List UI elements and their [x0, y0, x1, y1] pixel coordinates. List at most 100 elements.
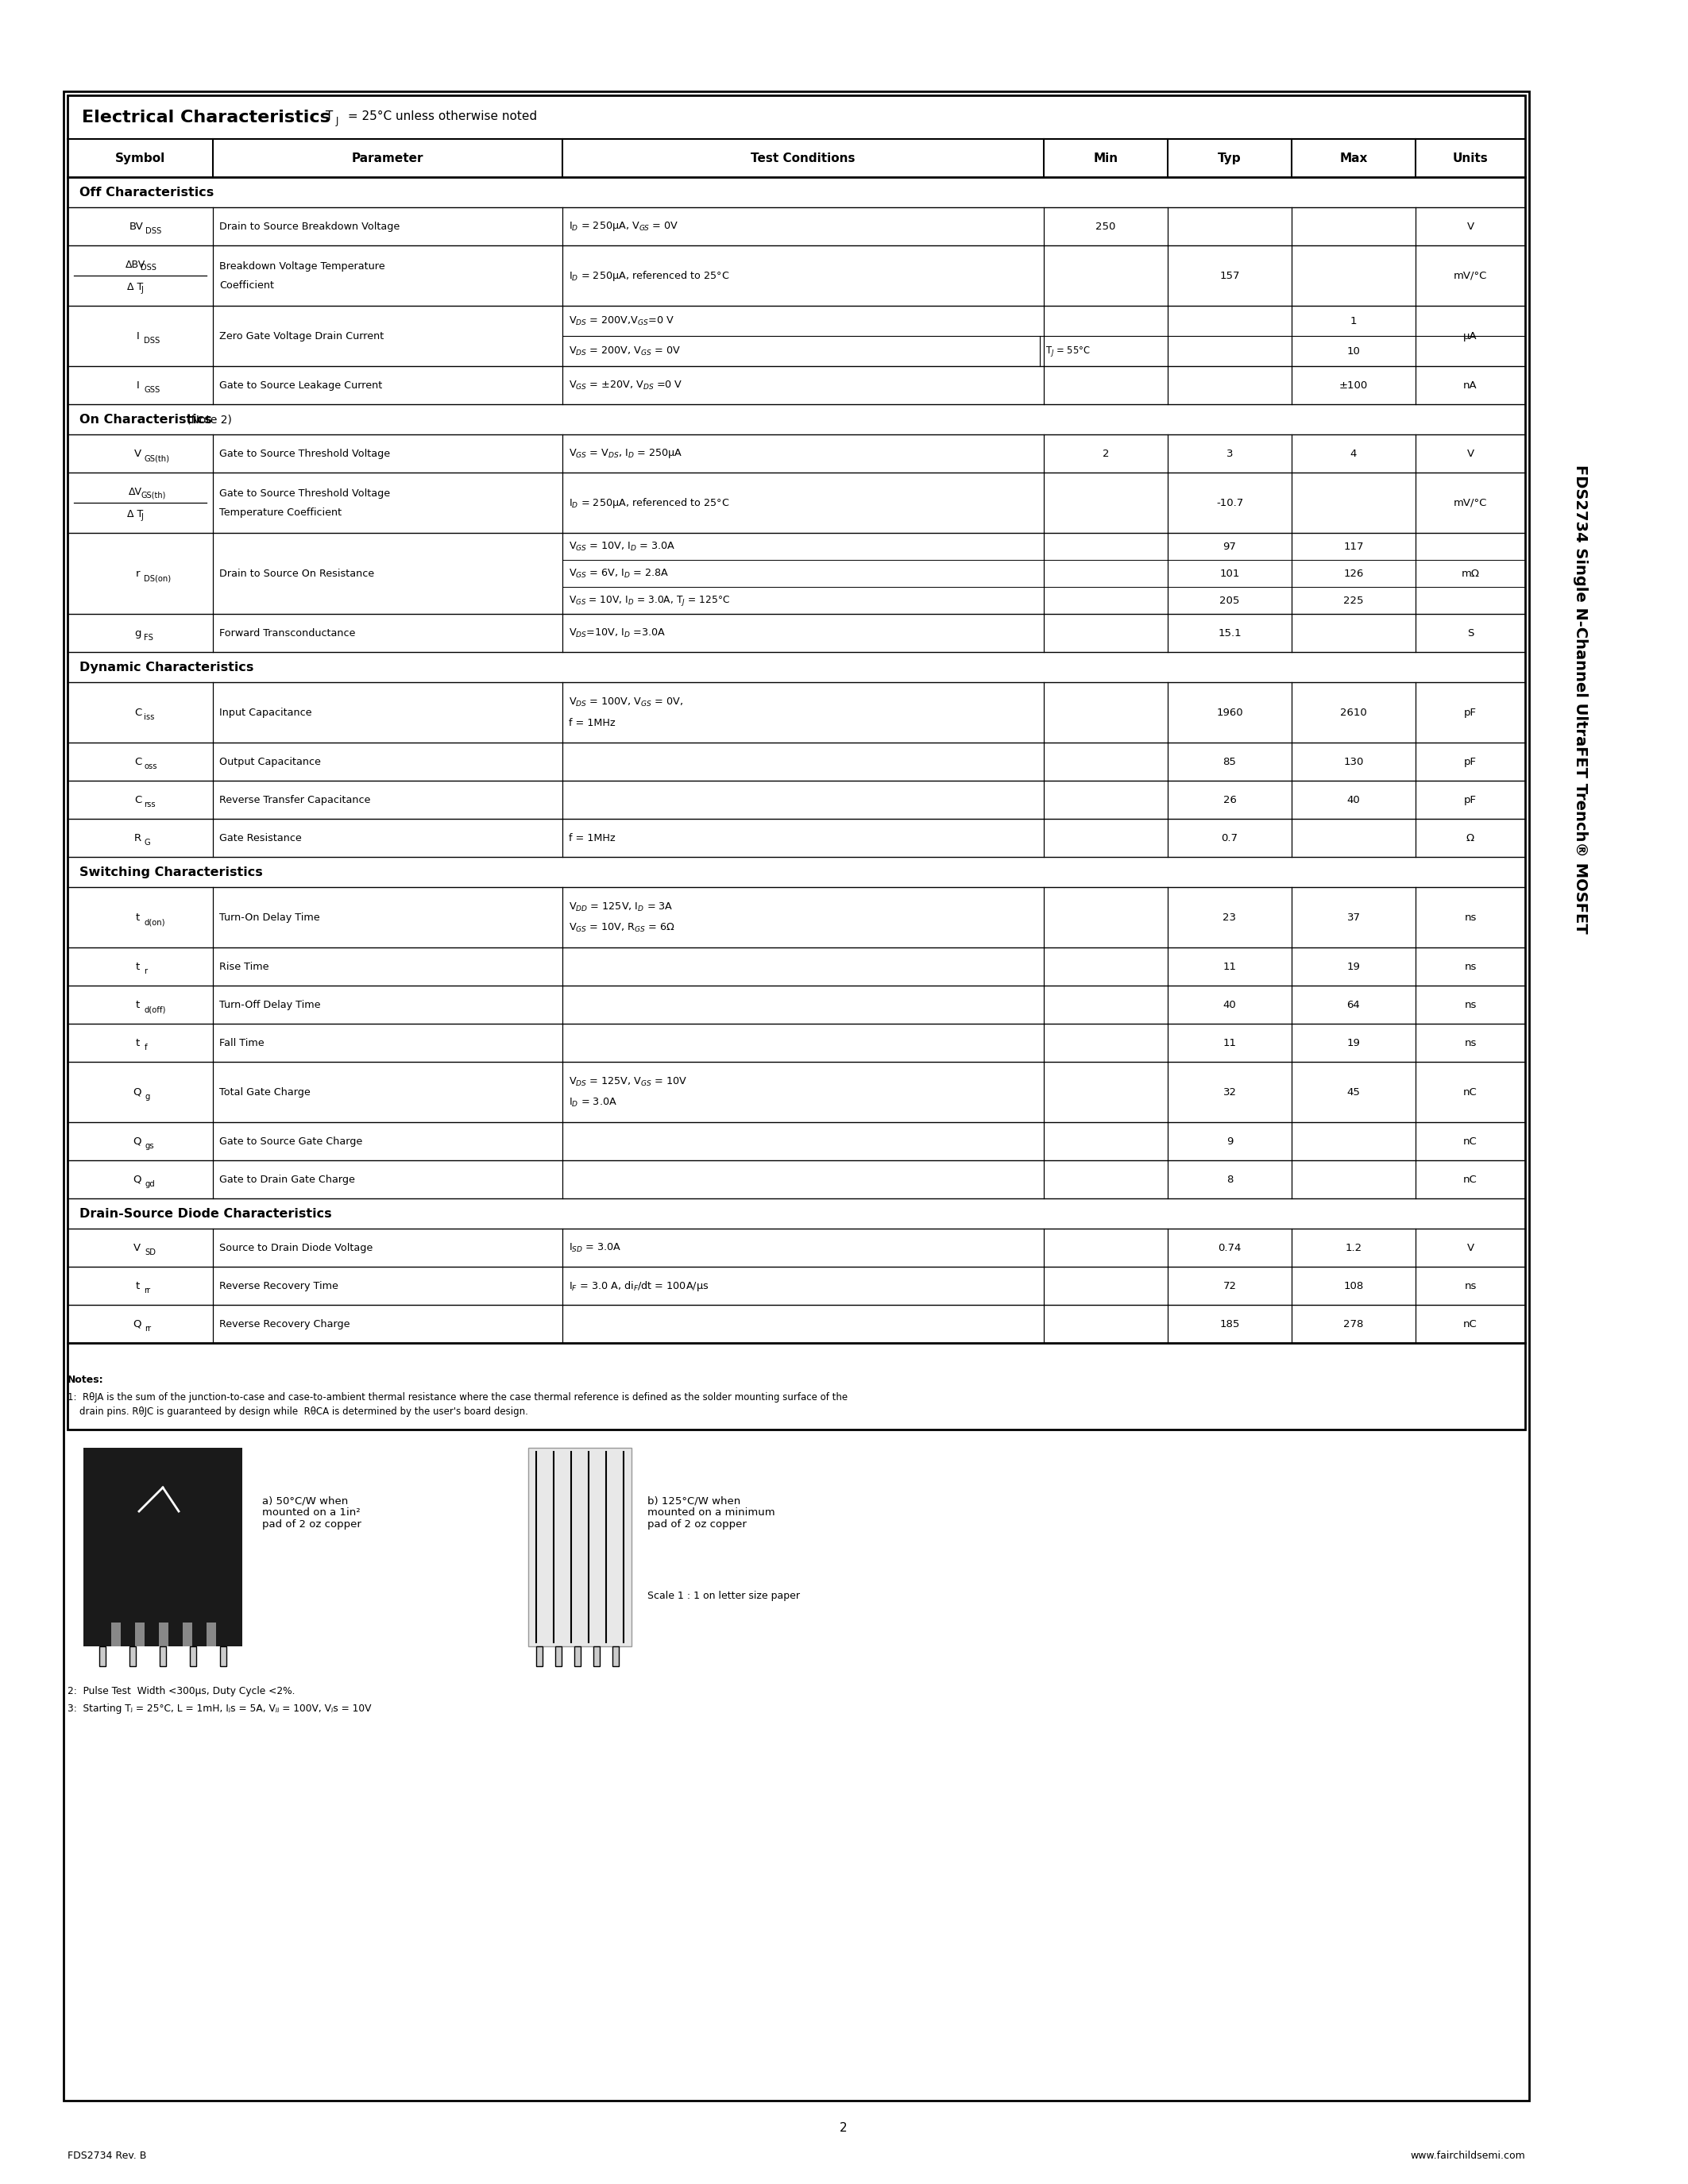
Text: G: G: [143, 839, 150, 847]
Text: Units: Units: [1453, 153, 1489, 164]
Text: rr: rr: [145, 1326, 152, 1332]
Text: R: R: [135, 832, 142, 843]
Text: Input Capacitance: Input Capacitance: [219, 708, 312, 719]
Text: Reverse Recovery Charge: Reverse Recovery Charge: [219, 1319, 349, 1330]
Text: 1: 1: [1350, 317, 1357, 325]
Text: g: g: [145, 1092, 150, 1101]
Text: drain pins. RθJC is guaranteed by design while  RθCA is determined by the user's: drain pins. RθJC is guaranteed by design…: [79, 1406, 528, 1417]
Text: I$_{SD}$ = 3.0A: I$_{SD}$ = 3.0A: [569, 1243, 621, 1254]
Text: 19: 19: [1347, 1037, 1361, 1048]
Text: g: g: [135, 627, 142, 638]
Text: Temperature Coefficient: Temperature Coefficient: [219, 507, 341, 518]
Text: Gate to Source Gate Charge: Gate to Source Gate Charge: [219, 1136, 363, 1147]
Text: V$_{DS}$ = 125V, V$_{GS}$ = 10V: V$_{DS}$ = 125V, V$_{GS}$ = 10V: [569, 1077, 687, 1088]
Text: V: V: [133, 1243, 140, 1254]
Text: C: C: [133, 708, 142, 719]
Text: 72: 72: [1222, 1280, 1236, 1291]
Text: pF: pF: [1463, 795, 1477, 806]
Text: Output Capacitance: Output Capacitance: [219, 756, 321, 767]
Bar: [111, 1623, 122, 1647]
Text: Δ T: Δ T: [127, 282, 143, 293]
Text: r: r: [143, 968, 147, 976]
Text: V$_{GS}$ = 10V, I$_D$ = 3.0A, T$_J$ = 125°C: V$_{GS}$ = 10V, I$_D$ = 3.0A, T$_J$ = 12…: [569, 594, 729, 607]
Text: gs: gs: [145, 1142, 154, 1151]
Text: GS(th): GS(th): [142, 491, 165, 498]
Text: 97: 97: [1222, 542, 1236, 553]
Text: I$_F$ = 3.0 A, di$_F$/dt = 100A/μs: I$_F$ = 3.0 A, di$_F$/dt = 100A/μs: [569, 1280, 709, 1293]
Text: 19: 19: [1347, 961, 1361, 972]
Bar: [100, 1647, 106, 1666]
Text: t: t: [135, 1037, 140, 1048]
Text: 278: 278: [1344, 1319, 1364, 1330]
Text: V: V: [1467, 1243, 1474, 1254]
Bar: [594, 1647, 599, 1666]
Text: ns: ns: [1463, 1037, 1477, 1048]
Text: f = 1MHz: f = 1MHz: [569, 832, 616, 843]
Text: ns: ns: [1463, 1280, 1477, 1291]
Text: nA: nA: [1463, 380, 1477, 391]
Bar: [83, 1448, 243, 1647]
Text: J: J: [142, 513, 143, 522]
Text: FS: FS: [143, 633, 154, 642]
Text: 15.1: 15.1: [1219, 627, 1241, 638]
Text: Gate to Source Threshold Voltage: Gate to Source Threshold Voltage: [219, 487, 390, 498]
Text: Parameter: Parameter: [351, 153, 424, 164]
Text: DSS: DSS: [145, 227, 162, 236]
Text: 26: 26: [1222, 795, 1236, 806]
Text: ns: ns: [1463, 913, 1477, 922]
Text: 11: 11: [1222, 961, 1236, 972]
Text: 9: 9: [1225, 1136, 1232, 1147]
Bar: [219, 1647, 226, 1666]
Bar: [130, 1647, 135, 1666]
Text: Notes:: Notes:: [68, 1374, 103, 1385]
Text: T: T: [322, 111, 333, 122]
Text: 1:  RθJA is the sum of the junction-to-case and case-to-ambient thermal resistan: 1: RθJA is the sum of the junction-to-ca…: [68, 1391, 847, 1402]
Text: V: V: [135, 448, 142, 459]
Text: V$_{GS}$ = 10V, I$_D$ = 3.0A: V$_{GS}$ = 10V, I$_D$ = 3.0A: [569, 539, 675, 553]
Text: 0.7: 0.7: [1222, 832, 1237, 843]
Text: nC: nC: [1463, 1175, 1477, 1184]
Text: I: I: [137, 380, 140, 391]
Text: 205: 205: [1219, 596, 1239, 605]
Text: Gate to Source Leakage Current: Gate to Source Leakage Current: [219, 380, 381, 391]
Text: (Note 2): (Note 2): [187, 413, 231, 426]
Text: V$_{GS}$ = V$_{DS}$, I$_D$ = 250μA: V$_{GS}$ = V$_{DS}$, I$_D$ = 250μA: [569, 448, 682, 461]
Text: rss: rss: [143, 802, 155, 808]
Bar: [613, 1647, 619, 1666]
Text: 126: 126: [1344, 568, 1364, 579]
Text: Source to Drain Diode Voltage: Source to Drain Diode Voltage: [219, 1243, 373, 1254]
Text: I$_D$ = 3.0A: I$_D$ = 3.0A: [569, 1096, 618, 1107]
Text: V: V: [1467, 448, 1474, 459]
Text: J: J: [336, 116, 339, 127]
Bar: [574, 1647, 581, 1666]
Text: 32: 32: [1222, 1088, 1236, 1096]
Text: T$_J$ = 55°C: T$_J$ = 55°C: [1045, 345, 1090, 358]
Text: 45: 45: [1347, 1088, 1361, 1096]
Text: Q: Q: [133, 1136, 142, 1147]
Text: Max: Max: [1340, 153, 1367, 164]
Text: Symbol: Symbol: [115, 153, 165, 164]
Text: gd: gd: [145, 1179, 155, 1188]
Text: Δ T: Δ T: [127, 509, 143, 520]
Text: nC: nC: [1463, 1088, 1477, 1096]
Text: S: S: [1467, 627, 1474, 638]
Text: Reverse Recovery Time: Reverse Recovery Time: [219, 1280, 338, 1291]
Text: d(on): d(on): [143, 917, 165, 926]
Text: pF: pF: [1463, 708, 1477, 719]
Text: V$_{GS}$ = 6V, I$_D$ = 2.8A: V$_{GS}$ = 6V, I$_D$ = 2.8A: [569, 568, 668, 579]
Text: ns: ns: [1463, 961, 1477, 972]
Text: d(off): d(off): [143, 1005, 165, 1013]
Text: b) 125°C/W when
mounted on a minimum
pad of 2 oz copper: b) 125°C/W when mounted on a minimum pad…: [648, 1496, 775, 1529]
Text: Reverse Transfer Capacitance: Reverse Transfer Capacitance: [219, 795, 370, 806]
Text: V$_{GS}$ = 10V, R$_{GS}$ = 6Ω: V$_{GS}$ = 10V, R$_{GS}$ = 6Ω: [569, 922, 675, 933]
Text: Total Gate Charge: Total Gate Charge: [219, 1088, 311, 1096]
Text: 40: 40: [1224, 1000, 1236, 1009]
Text: 2: 2: [1102, 448, 1109, 459]
Text: Typ: Typ: [1219, 153, 1241, 164]
Text: 85: 85: [1222, 756, 1236, 767]
Text: iss: iss: [143, 714, 155, 721]
Text: = 25°C unless otherwise noted: = 25°C unless otherwise noted: [344, 111, 537, 122]
Text: Drain to Source On Resistance: Drain to Source On Resistance: [219, 568, 375, 579]
Text: J: J: [142, 286, 143, 295]
Text: Turn-Off Delay Time: Turn-Off Delay Time: [219, 1000, 321, 1009]
